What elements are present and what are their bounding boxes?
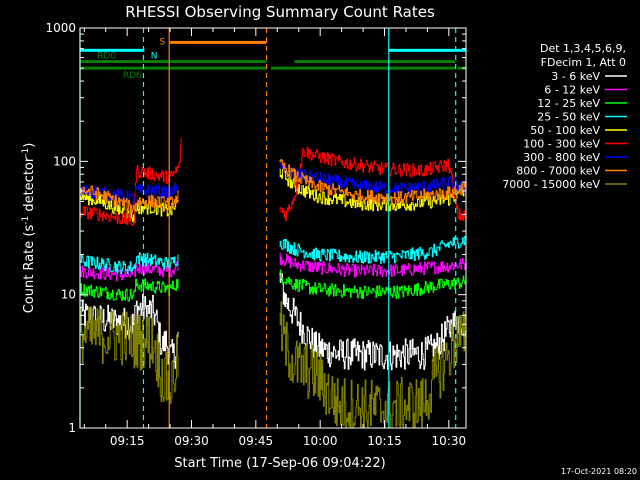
- series-line-3-part-2: [279, 269, 466, 299]
- flag-bar-rd6-4: [457, 66, 466, 70]
- y-axis-label-mid: detector: [22, 156, 37, 216]
- generation-timestamp: 17-Oct-2021 08:20: [561, 467, 637, 476]
- x-tick-label: 10:30: [432, 434, 467, 448]
- series-lines: [80, 137, 466, 429]
- y-axis-label-sup: -1: [21, 216, 31, 225]
- y-axis-label-post: ): [22, 143, 37, 148]
- flag-bar-n-1: [80, 48, 145, 52]
- x-tick-label: 09:45: [239, 434, 274, 448]
- y-tick-label: 1000: [45, 21, 76, 35]
- flag-bars: RD0 RD6 NS: [80, 37, 466, 81]
- legend-header-line-1: Det 1,3,4,5,6,9,: [540, 42, 626, 55]
- flag-bar-rd0-1: [80, 60, 267, 64]
- legend-label-7: 300 - 800 keV: [523, 151, 600, 164]
- legend-header-line-2: FDecim 1, Att 0: [541, 56, 626, 69]
- series-line-6-part-1: [80, 137, 182, 226]
- series-line-9-part-2: [279, 301, 466, 429]
- series-line-3-part-1: [80, 278, 179, 302]
- y-tick-label: 100: [53, 154, 76, 168]
- y-tick-label: 10: [61, 288, 76, 302]
- series-line-8-part-1: [80, 185, 179, 214]
- series-line-2-part-1: [80, 261, 179, 282]
- x-tick-label: 09:15: [110, 434, 145, 448]
- flag-label-rd6: RD6: [123, 71, 142, 81]
- y-tick-label: 1: [68, 421, 76, 435]
- x-axis-label: Start Time (17-Sep-06 09:04:22): [174, 456, 385, 471]
- flag-bar-rd6-2: [270, 66, 295, 70]
- legend: Det 1,3,4,5,6,9, FDecim 1, Att 0 3 - 6 k…: [502, 42, 627, 191]
- y-axis-label-sup2: -1: [21, 148, 31, 157]
- legend-label-9: 7000 - 15000 keV: [502, 178, 600, 191]
- flag-label-rd0: RD0: [97, 52, 116, 62]
- x-tick-label: 10:15: [367, 434, 402, 448]
- y-axis-label-pre: Count Rate (s: [22, 225, 37, 314]
- legend-label-4: 25 - 50 keV: [537, 111, 600, 124]
- legend-label-2: 6 - 12 keV: [544, 84, 600, 97]
- series-line-6-part-2: [279, 146, 466, 222]
- flag-label-n: N: [151, 51, 158, 61]
- series-line-4-part-1: [80, 252, 179, 275]
- flag-label-s: S: [159, 37, 165, 47]
- legend-label-6: 100 - 300 keV: [523, 138, 600, 151]
- series-line-9-part-1: [80, 306, 179, 404]
- flag-bar-n-2: [388, 48, 466, 52]
- legend-label-5: 50 - 100 keV: [530, 124, 600, 137]
- series-line-7-part-2: [279, 161, 466, 195]
- series-line-4-part-2: [279, 235, 466, 264]
- flag-bar-rd6-1: [80, 66, 267, 70]
- x-tick-label: 10:00: [303, 434, 338, 448]
- series-line-2-part-2: [279, 252, 466, 278]
- y-axis-label: Count Rate (s-1 detector-1): [21, 143, 37, 314]
- x-tick-label: 09:30: [174, 434, 209, 448]
- y-axis: 1 10 100 1000: [45, 21, 466, 435]
- legend-label-8: 800 - 7000 keV: [516, 165, 600, 178]
- legend-label-1: 3 - 6 keV: [551, 70, 600, 83]
- plot-frame: [79, 27, 467, 429]
- chart-title: RHESSI Observing Summary Count Rates: [125, 3, 435, 21]
- flag-bar-s-1: [170, 40, 267, 44]
- flag-bar-rd6-3: [294, 66, 456, 70]
- x-axis: 09:15 09:30 09:45 10:00 10:15 10:30: [83, 28, 467, 448]
- flag-bar-rd0-2: [294, 60, 456, 64]
- series-line-8-part-2: [279, 158, 466, 205]
- legend-label-3: 12 - 25 keV: [537, 97, 600, 110]
